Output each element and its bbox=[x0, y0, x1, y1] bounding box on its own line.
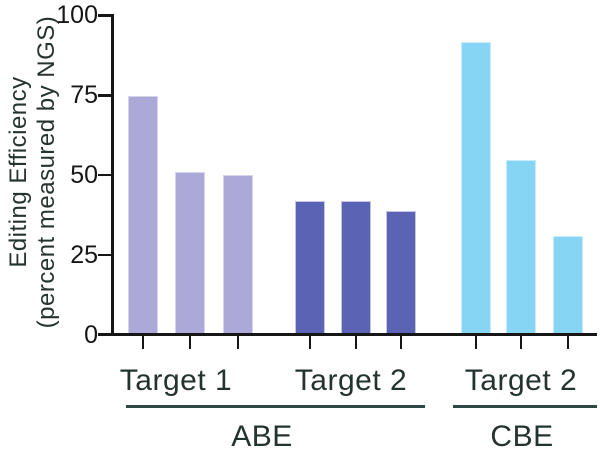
y-axis-tick-label: 25 bbox=[70, 240, 98, 269]
bar-cbe-target2-3 bbox=[553, 236, 583, 335]
bar-abe-target2-1 bbox=[295, 201, 325, 335]
bar-cbe-target2-1 bbox=[461, 42, 491, 335]
bar-abe-target1-3 bbox=[223, 175, 253, 335]
x-axis-line bbox=[111, 333, 597, 336]
x-axis-tick bbox=[236, 336, 240, 349]
x-axis-tick bbox=[399, 336, 403, 349]
target-group-label: Target 2 bbox=[464, 364, 578, 397]
target-group-label: Target 1 bbox=[119, 364, 233, 397]
bar-abe-target1-1 bbox=[128, 96, 158, 335]
y-axis-line bbox=[111, 14, 114, 336]
bar-abe-target1-2 bbox=[175, 172, 205, 335]
editor-group-underline-abe bbox=[126, 405, 425, 408]
y-axis-tick-label: 75 bbox=[70, 81, 98, 110]
x-axis-tick bbox=[308, 336, 312, 349]
x-axis-tick bbox=[188, 336, 192, 349]
y-axis-tick bbox=[98, 94, 111, 97]
y-axis-tick bbox=[98, 333, 111, 336]
y-axis-tick-label: 100 bbox=[56, 1, 98, 30]
editor-group-label-abe: ABE bbox=[231, 420, 293, 453]
editor-group-underline-cbe bbox=[453, 405, 597, 408]
y-axis-tick bbox=[98, 14, 111, 17]
y-axis-title-line1: Editing Efficiency bbox=[5, 76, 32, 268]
editor-group-label-cbe: CBE bbox=[490, 420, 554, 453]
y-axis-tick bbox=[98, 253, 111, 256]
y-axis-tick bbox=[98, 173, 111, 177]
x-axis-tick bbox=[566, 336, 570, 349]
bar-abe-target2-3 bbox=[386, 211, 416, 335]
x-axis-tick bbox=[474, 336, 478, 349]
y-axis-tick-label: 50 bbox=[70, 161, 98, 189]
y-axis-tick-label: 0 bbox=[84, 320, 98, 349]
x-axis-tick bbox=[141, 336, 145, 349]
target-group-label: Target 2 bbox=[294, 364, 408, 397]
bar-abe-target2-2 bbox=[341, 201, 371, 335]
bar-cbe-target2-2 bbox=[506, 160, 536, 335]
x-axis-tick bbox=[354, 336, 358, 349]
x-axis-tick bbox=[519, 336, 523, 349]
